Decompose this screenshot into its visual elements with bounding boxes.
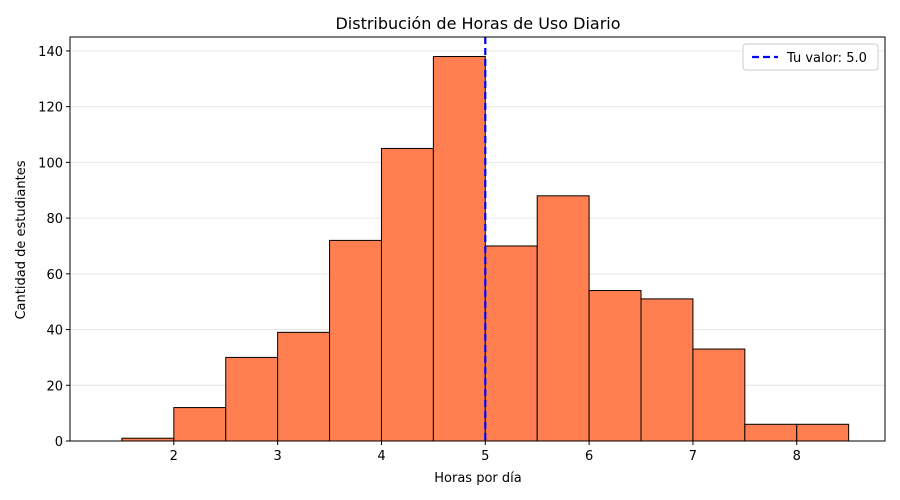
histogram-bars: [121, 56, 850, 442]
y-tick-label: 80: [46, 212, 63, 227]
legend: Tu valor: 5.0: [742, 43, 879, 71]
y-tick-label: 20: [46, 379, 63, 394]
x-tick-label: 2: [170, 449, 178, 464]
histogram-bar: [588, 290, 642, 442]
y-tick-label: 40: [46, 324, 63, 339]
histogram-bar: [796, 423, 850, 442]
x-axis-ticks: 2 3 4 5 6 7 8: [170, 441, 801, 464]
histogram-bar: [329, 239, 382, 442]
legend-box: [742, 43, 879, 71]
histogram-bar: [744, 423, 798, 442]
y-tick-label: 60: [46, 268, 63, 283]
x-tick-label: 3: [274, 449, 282, 464]
y-tick-label: 0: [55, 435, 63, 450]
y-axis-label: Cantidad de estudiantes: [14, 160, 29, 319]
histogram-bar: [277, 331, 331, 442]
x-tick-label: 5: [481, 449, 489, 464]
x-tick-label: 6: [585, 449, 593, 464]
x-tick-label: 8: [793, 449, 801, 464]
y-tick-label: 140: [38, 45, 63, 60]
legend-label: Tu valor: 5.0: [786, 51, 867, 66]
histogram-bar: [692, 348, 746, 442]
histogram-bar: [380, 147, 434, 442]
chart-title: Distribución de Horas de Uso Diario: [335, 14, 620, 33]
x-tick-label: 7: [689, 449, 697, 464]
histogram-bar: [225, 356, 279, 442]
y-axis-ticks: 0 20 40 60 80 100 120 140: [38, 45, 70, 450]
histogram-bar: [432, 56, 486, 442]
y-tick-label: 100: [38, 156, 63, 171]
histogram-bar: [484, 245, 538, 442]
histogram-bar: [536, 195, 590, 442]
y-tick-label: 120: [38, 101, 63, 116]
x-tick-label: 4: [377, 449, 385, 464]
histogram-bar: [173, 407, 227, 442]
plot-frame: [69, 36, 886, 442]
histogram-bar: [640, 298, 694, 442]
x-axis-label: Horas por día: [434, 471, 521, 486]
